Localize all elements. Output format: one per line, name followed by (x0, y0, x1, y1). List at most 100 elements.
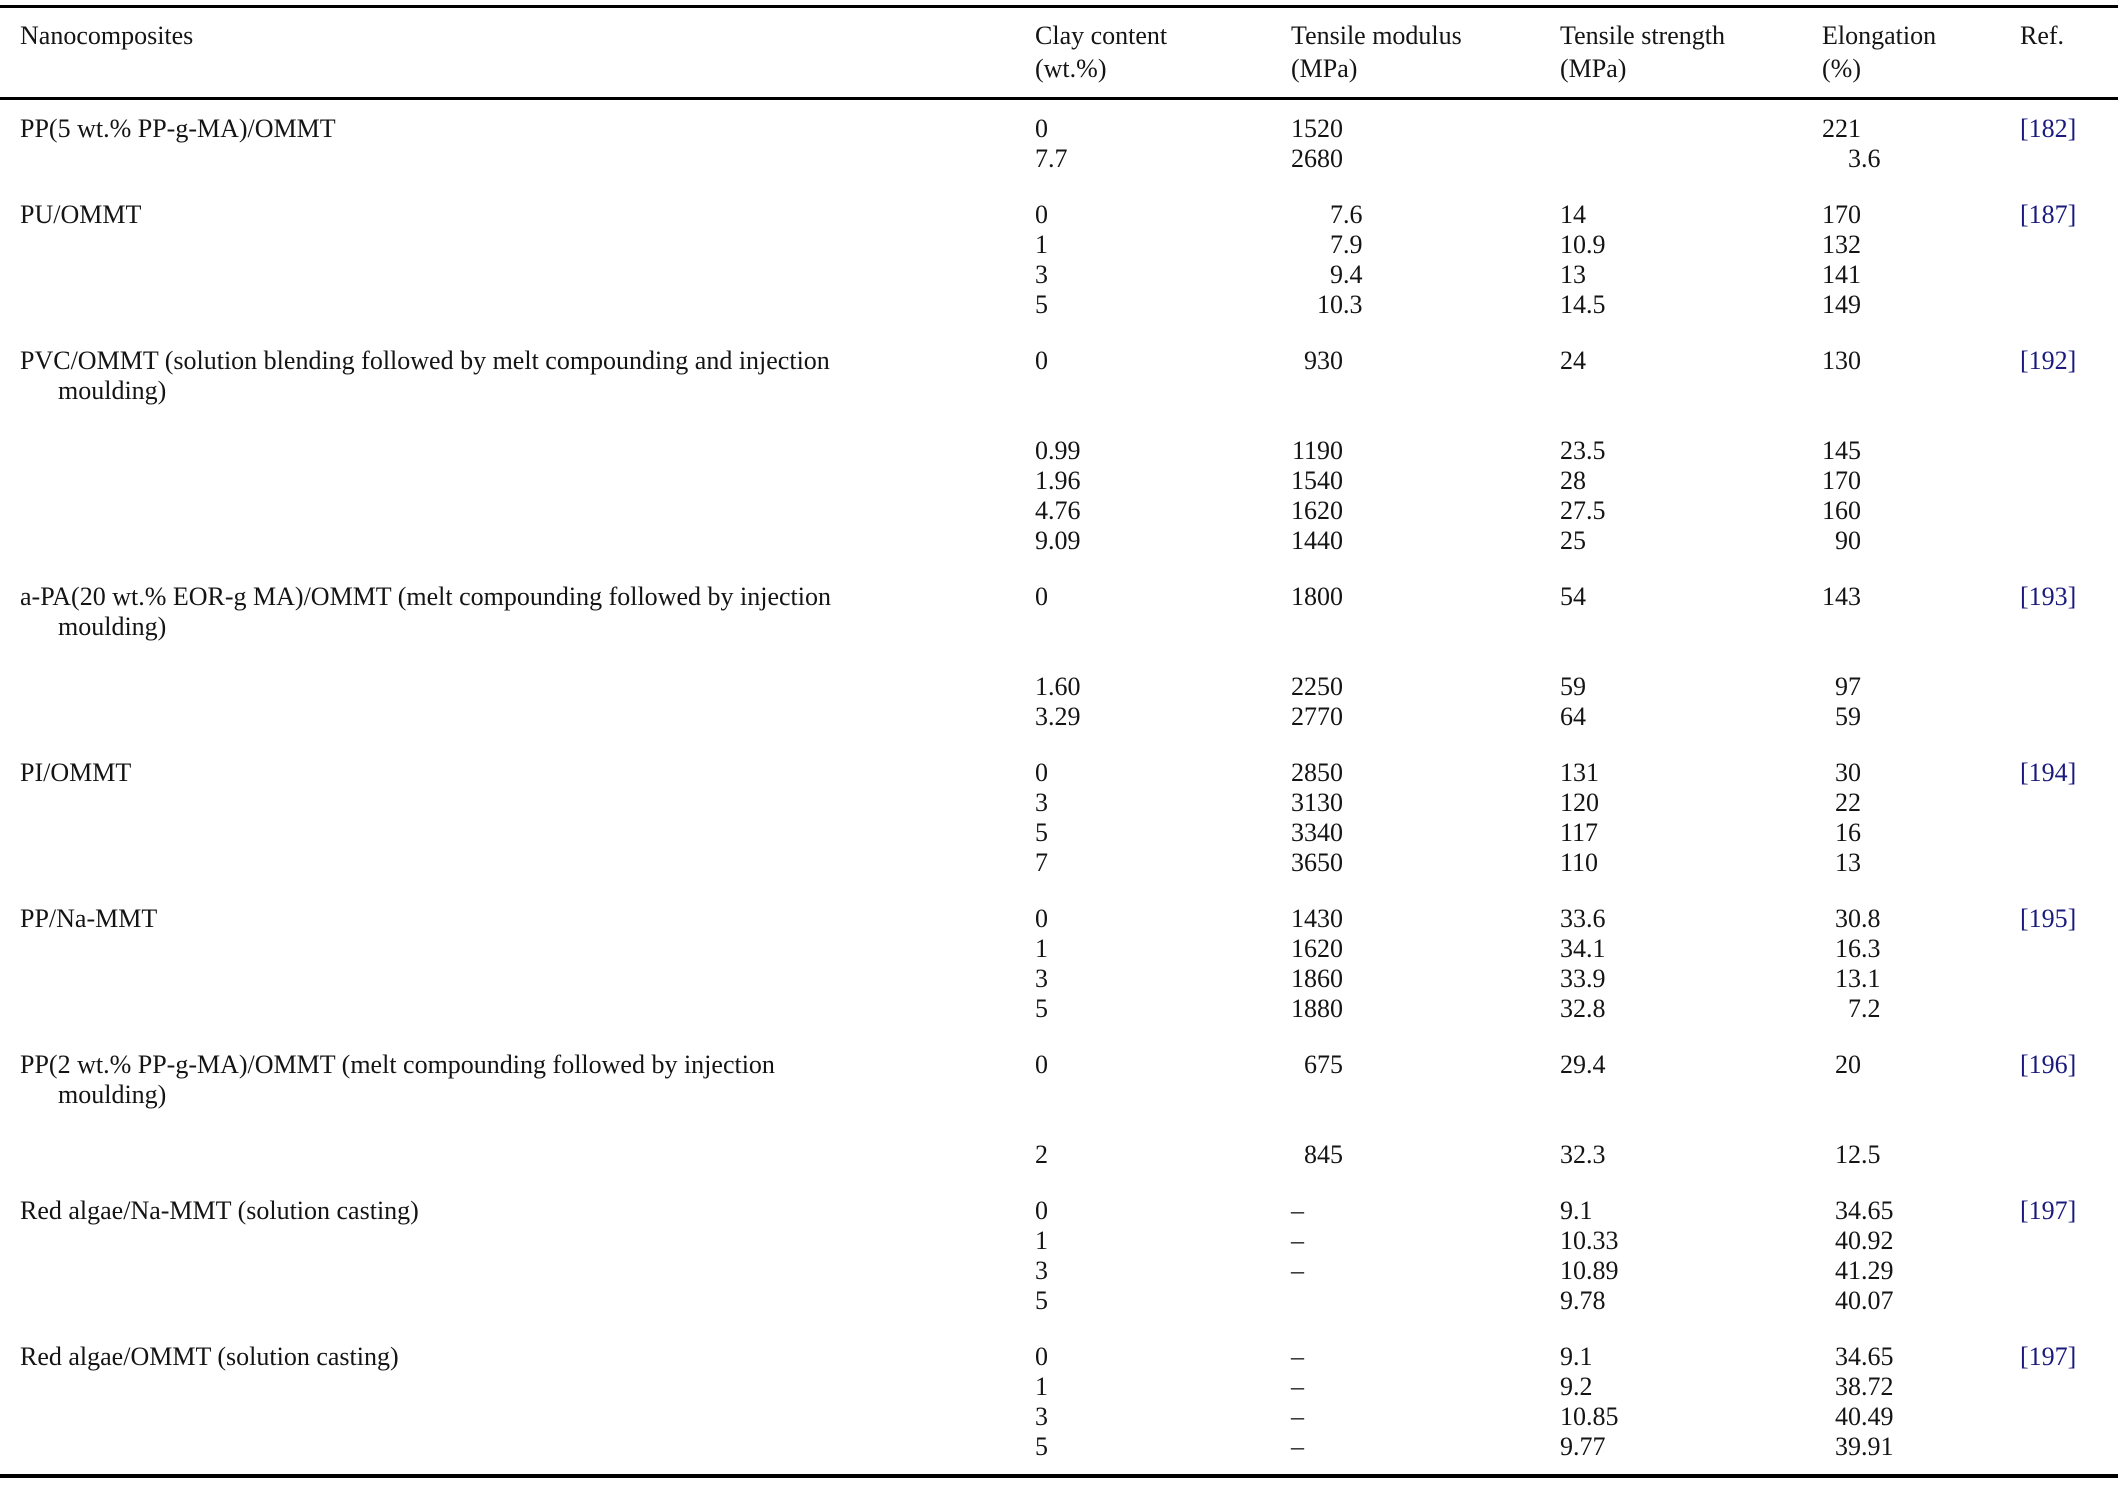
table-row: 5 1880 32.8 7.2 (0, 994, 2118, 1024)
table-row: 7.7 2680 3.6 (0, 144, 2118, 174)
tensile-strength-cell: 14 (1560, 200, 1586, 229)
tensile-strength-cell: 24 (1560, 346, 1586, 375)
ref-cell (2020, 702, 2118, 732)
table-row: PU/OMMT 0 7.6 14 170 [187] (0, 200, 2118, 230)
clay-content-cell: 3 (1035, 260, 1048, 289)
nanocomposite-name-cell (0, 1256, 1035, 1286)
integer-part: 16 (1835, 934, 1861, 963)
tensile-strength-cell: 14.5 (1560, 290, 1606, 319)
column-header-label: Tensile strength (1560, 21, 1725, 50)
citation-ref-link[interactable]: [182] (2020, 114, 2077, 143)
fraction-part: .8 (1861, 904, 1881, 933)
citation-ref-link[interactable]: [193] (2020, 582, 2077, 611)
clay-content-cell: 3 (1035, 964, 1048, 993)
integer-part: 845 (1304, 1140, 1343, 1169)
clay-content-cell: 0 (1035, 582, 1048, 611)
integer-part: 9 (1330, 260, 1343, 289)
spacer-line (0, 406, 2118, 436)
citation-ref-link[interactable]: [187] (2020, 200, 2077, 229)
tensile-strength-cell: 10.9 (1560, 230, 1606, 259)
nanocomposite-name-cell (0, 290, 1035, 320)
column-header-ref: Ref. (2020, 19, 2118, 85)
integer-part: 1620 (1291, 934, 1343, 963)
nanocomposite-name-cell (0, 526, 1035, 556)
column-header-clay-content: Clay content (wt.%) (1035, 19, 1291, 85)
integer-part: 7 (1330, 200, 1343, 229)
citation-ref-link[interactable]: [192] (2020, 346, 2077, 375)
elongation-cell: 30 (1822, 758, 2020, 788)
integer-part: 130 (1822, 346, 1861, 375)
ref-cell: [192] (2020, 346, 2118, 376)
integer-part: 221 (1822, 114, 1861, 143)
integer-part: 160 (1822, 496, 1861, 525)
table-group: PP(5 wt.% PP-g-MA)/OMMT 0 1520 221 [182] 7.7 2… (0, 114, 2118, 174)
integer-part: 30 (1835, 758, 1861, 787)
table-row: 7 3650 110 13 (0, 848, 2118, 878)
elongation-cell: 7.2 (1822, 994, 2020, 1024)
integer-part: 2250 (1291, 672, 1343, 701)
tensile-strength-cell (1560, 1080, 1822, 1110)
table-row: PVC/OMMT (solution blending followed by … (0, 346, 2118, 376)
table-row: 3.29 2770 64 59 (0, 702, 2118, 732)
fraction-part: .5 (1861, 1140, 1881, 1169)
elongation-cell: 90 (1822, 526, 2020, 556)
tensile-strength-cell: 64 (1560, 702, 1586, 731)
elongation-cell (1822, 376, 2020, 406)
nanocomposite-name-cell (0, 1432, 1035, 1462)
ref-cell (2020, 818, 2118, 848)
nanocomposite-name-cell (0, 436, 1035, 466)
integer-part: 10 (1317, 290, 1343, 319)
integer-part: 3650 (1291, 848, 1343, 877)
table-group: PVC/OMMT (solution blending followed by … (0, 346, 2118, 556)
tensile-strength-cell: 9.1 (1560, 1196, 1593, 1225)
clay-content-cell (1035, 1080, 1291, 1110)
clay-content-cell: 4.76 (1035, 496, 1081, 525)
table-row: 5 9.78 40.07 (0, 1286, 2118, 1316)
ref-cell (2020, 260, 2118, 290)
ref-cell (2020, 848, 2118, 878)
citation-ref-link[interactable]: [194] (2020, 758, 2077, 787)
ref-cell (2020, 672, 2118, 702)
table-row: 9.09 1440 25 90 (0, 526, 2118, 556)
column-header-tensile-modulus: Tensile modulus (MPa) (1291, 19, 1560, 85)
ref-cell (2020, 1372, 2118, 1402)
tensile-strength-cell: 23.5 (1560, 436, 1606, 465)
tensile-strength-cell: 10.89 (1560, 1256, 1619, 1285)
nanocomposites-table: Nanocomposites Clay content (wt.%) Tensi… (0, 5, 2118, 1478)
integer-part: 2850 (1291, 758, 1343, 787)
column-header-unit: (wt.%) (1035, 54, 1107, 83)
citation-ref-link[interactable]: [196] (2020, 1050, 2077, 1079)
tensile-modulus-cell: 2250 (1291, 672, 1560, 702)
citation-ref-link[interactable]: [197] (2020, 1196, 2077, 1225)
elongation-cell (1822, 1080, 2020, 1110)
tensile-modulus-cell: 1860 (1291, 964, 1560, 994)
ref-cell (2020, 612, 2118, 642)
clay-content-cell: 1.60 (1035, 672, 1081, 701)
table-row: PP(5 wt.% PP-g-MA)/OMMT 0 1520 221 [182] (0, 114, 2118, 144)
elongation-cell: 22 (1822, 788, 2020, 818)
tensile-modulus-cell: 1520 (1291, 114, 1560, 144)
clay-content-cell: 0.99 (1035, 436, 1081, 465)
tensile-modulus-cell: 9.4 (1291, 260, 1560, 290)
clay-content-cell: 0 (1035, 904, 1048, 933)
column-header-label: Clay content (1035, 21, 1168, 50)
tensile-modulus-cell: 3130 (1291, 788, 1560, 818)
clay-content-cell: 5 (1035, 994, 1048, 1023)
citation-ref-link[interactable]: [195] (2020, 904, 2077, 933)
tensile-modulus-cell: 930 (1291, 346, 1560, 376)
integer-part: 1540 (1291, 466, 1343, 495)
citation-ref-link[interactable]: [197] (2020, 1342, 2077, 1371)
table-group: Red algae/OMMT (solution casting) 0–9.1 34… (0, 1342, 2118, 1462)
integer-part: 170 (1822, 466, 1861, 495)
clay-content-cell: 3.29 (1035, 702, 1081, 731)
elongation-cell: 170 (1822, 466, 2020, 496)
nanocomposite-name-cell: moulding) (58, 376, 167, 405)
tensile-modulus-cell: – (1291, 1372, 1304, 1401)
integer-part: 39 (1835, 1432, 1861, 1461)
table-group: PI/OMMT 0 2850 131 30 [194] 3 3130 120 22 5 3340 117… (0, 758, 2118, 878)
tensile-strength-cell: 117 (1560, 818, 1599, 847)
tensile-modulus-cell (1291, 1286, 1560, 1316)
clay-content-cell: 7 (1035, 848, 1048, 877)
table-row: moulding) (0, 376, 2118, 406)
tensile-strength-cell: 110 (1560, 848, 1599, 877)
